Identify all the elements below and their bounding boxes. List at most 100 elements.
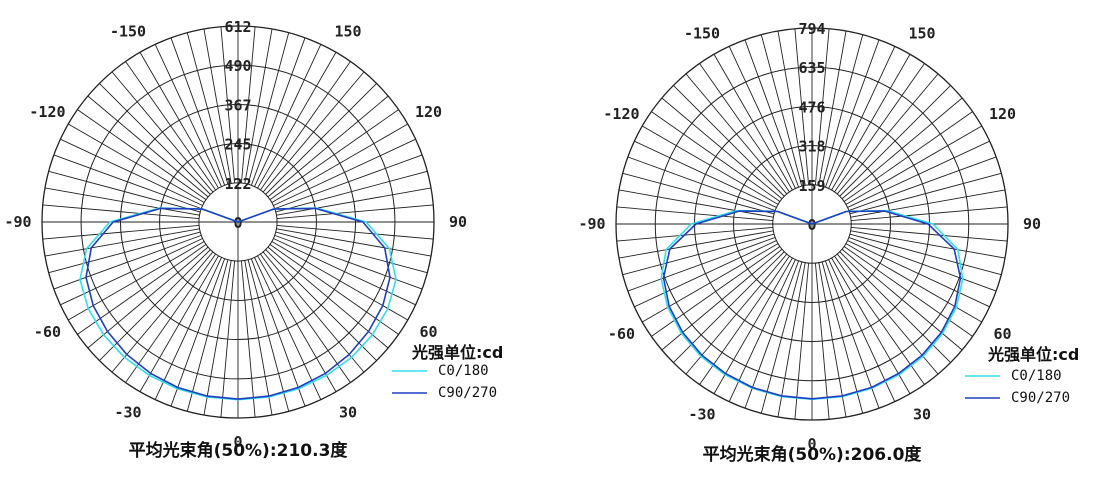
grid-spoke xyxy=(271,241,408,321)
grid-spoke xyxy=(262,71,365,193)
radial-tick-label: 0 xyxy=(233,214,242,232)
grid-spoke xyxy=(99,83,211,195)
grid-spoke xyxy=(728,46,796,189)
grid-spoke xyxy=(760,261,803,414)
grid-spoke xyxy=(825,39,880,188)
grid-spoke xyxy=(48,231,201,274)
grid-spoke xyxy=(68,123,205,203)
angle-tick-label: -150 xyxy=(684,24,720,42)
radial-tick-label: 612 xyxy=(224,18,251,36)
grid-spoke xyxy=(777,262,806,418)
grid-spoke xyxy=(845,125,982,205)
grid-spoke xyxy=(699,63,790,193)
angle-tick-label: -30 xyxy=(114,404,141,422)
grid-spoke xyxy=(836,253,939,375)
grid-spoke xyxy=(834,63,925,193)
radial-tick-label: 367 xyxy=(224,96,251,114)
grid-spoke xyxy=(831,54,911,191)
grid-spoke xyxy=(274,154,423,210)
grid-spoke xyxy=(794,263,810,420)
grid-spoke xyxy=(622,233,775,276)
grid-spoke xyxy=(269,244,399,335)
grid-spoke xyxy=(276,187,432,216)
radial-tick-label: 635 xyxy=(798,59,825,77)
radial-tick-label: 490 xyxy=(224,57,251,75)
angle-tick-label: 90 xyxy=(1023,215,1041,233)
grid-spoke xyxy=(834,255,925,385)
grid-spoke xyxy=(850,230,1006,259)
grid-spoke xyxy=(642,243,779,323)
grid-spoke xyxy=(814,263,830,420)
grid-spoke xyxy=(265,83,377,195)
grid-spoke xyxy=(845,243,982,323)
grid-spoke xyxy=(627,156,776,211)
grid-spoke xyxy=(616,206,773,222)
radial-tick-label: 122 xyxy=(224,175,251,193)
grid-spoke xyxy=(760,34,803,187)
grid-spoke xyxy=(744,260,799,409)
grid-spoke xyxy=(276,228,432,257)
angle-tick-label: -150 xyxy=(110,22,146,40)
angle-tick-label: -120 xyxy=(603,105,639,123)
grid-spoke xyxy=(821,261,864,414)
grid-spoke xyxy=(275,170,428,213)
grid-spoke xyxy=(841,248,963,351)
grid-spoke xyxy=(250,37,306,186)
angle-tick-label: 0 xyxy=(807,435,816,453)
grid-spoke xyxy=(685,73,788,195)
grid-spoke xyxy=(814,28,830,185)
grid-spoke xyxy=(744,39,799,188)
radial-tick-label: 159 xyxy=(798,177,825,195)
grid-spoke xyxy=(254,257,322,400)
grid-spoke xyxy=(828,259,896,402)
angle-tick-label: 60 xyxy=(993,325,1011,343)
grid-spoke xyxy=(618,230,774,259)
grid-spoke xyxy=(673,85,785,197)
grid-spoke xyxy=(257,255,337,392)
legend-label: C0/180 xyxy=(438,363,489,379)
grid-spoke xyxy=(267,246,389,349)
grid-spoke xyxy=(841,97,963,200)
grid-spoke xyxy=(244,260,273,416)
grid-spoke xyxy=(627,237,776,292)
legend-label: C90/270 xyxy=(438,385,497,401)
grid-spoke xyxy=(685,253,788,375)
grid-spoke xyxy=(849,233,1002,276)
grid-spoke xyxy=(262,251,365,373)
grid-spoke xyxy=(87,95,209,198)
grid-spoke xyxy=(154,44,222,187)
grid-spoke xyxy=(849,172,1002,215)
grid-spoke xyxy=(777,30,806,186)
grid-spoke xyxy=(203,260,232,416)
grid-spoke xyxy=(111,71,214,193)
grid-spoke xyxy=(87,246,209,349)
angle-tick-label: 60 xyxy=(419,323,437,341)
grid-spoke xyxy=(836,73,939,195)
grid-spoke xyxy=(260,61,351,191)
grid-spoke xyxy=(699,255,790,385)
grid-spoke xyxy=(250,258,306,407)
grid-spoke xyxy=(634,240,777,308)
radial-tick-label: 318 xyxy=(798,138,825,156)
grid-spoke xyxy=(265,249,377,361)
grid-spoke xyxy=(274,234,423,290)
grid-spoke xyxy=(661,248,783,351)
grid-spoke xyxy=(260,253,351,383)
beam-angle-caption: 平均光束角(50%):206.0度 xyxy=(703,444,923,465)
angle-tick-label: -30 xyxy=(688,406,715,424)
grid-spoke xyxy=(53,234,202,290)
grid-spoke xyxy=(275,231,428,274)
grid-spoke xyxy=(843,246,973,337)
grid-spoke xyxy=(53,154,202,210)
grid-spoke xyxy=(186,32,229,185)
grid-spoke xyxy=(170,37,226,186)
grid-spoke xyxy=(821,34,864,187)
polar-chart-2: -150 150 -120 120 -90 90 -60 60 -30 30 0 794 635 476 3… xyxy=(578,20,1079,465)
angle-tick-label: 30 xyxy=(913,406,931,424)
grid-spoke xyxy=(618,189,774,218)
grid-spoke xyxy=(139,255,219,392)
grid-spoke xyxy=(651,111,781,202)
grid-spoke xyxy=(170,258,226,407)
grid-spoke xyxy=(276,204,434,220)
grid-spoke xyxy=(60,138,203,206)
